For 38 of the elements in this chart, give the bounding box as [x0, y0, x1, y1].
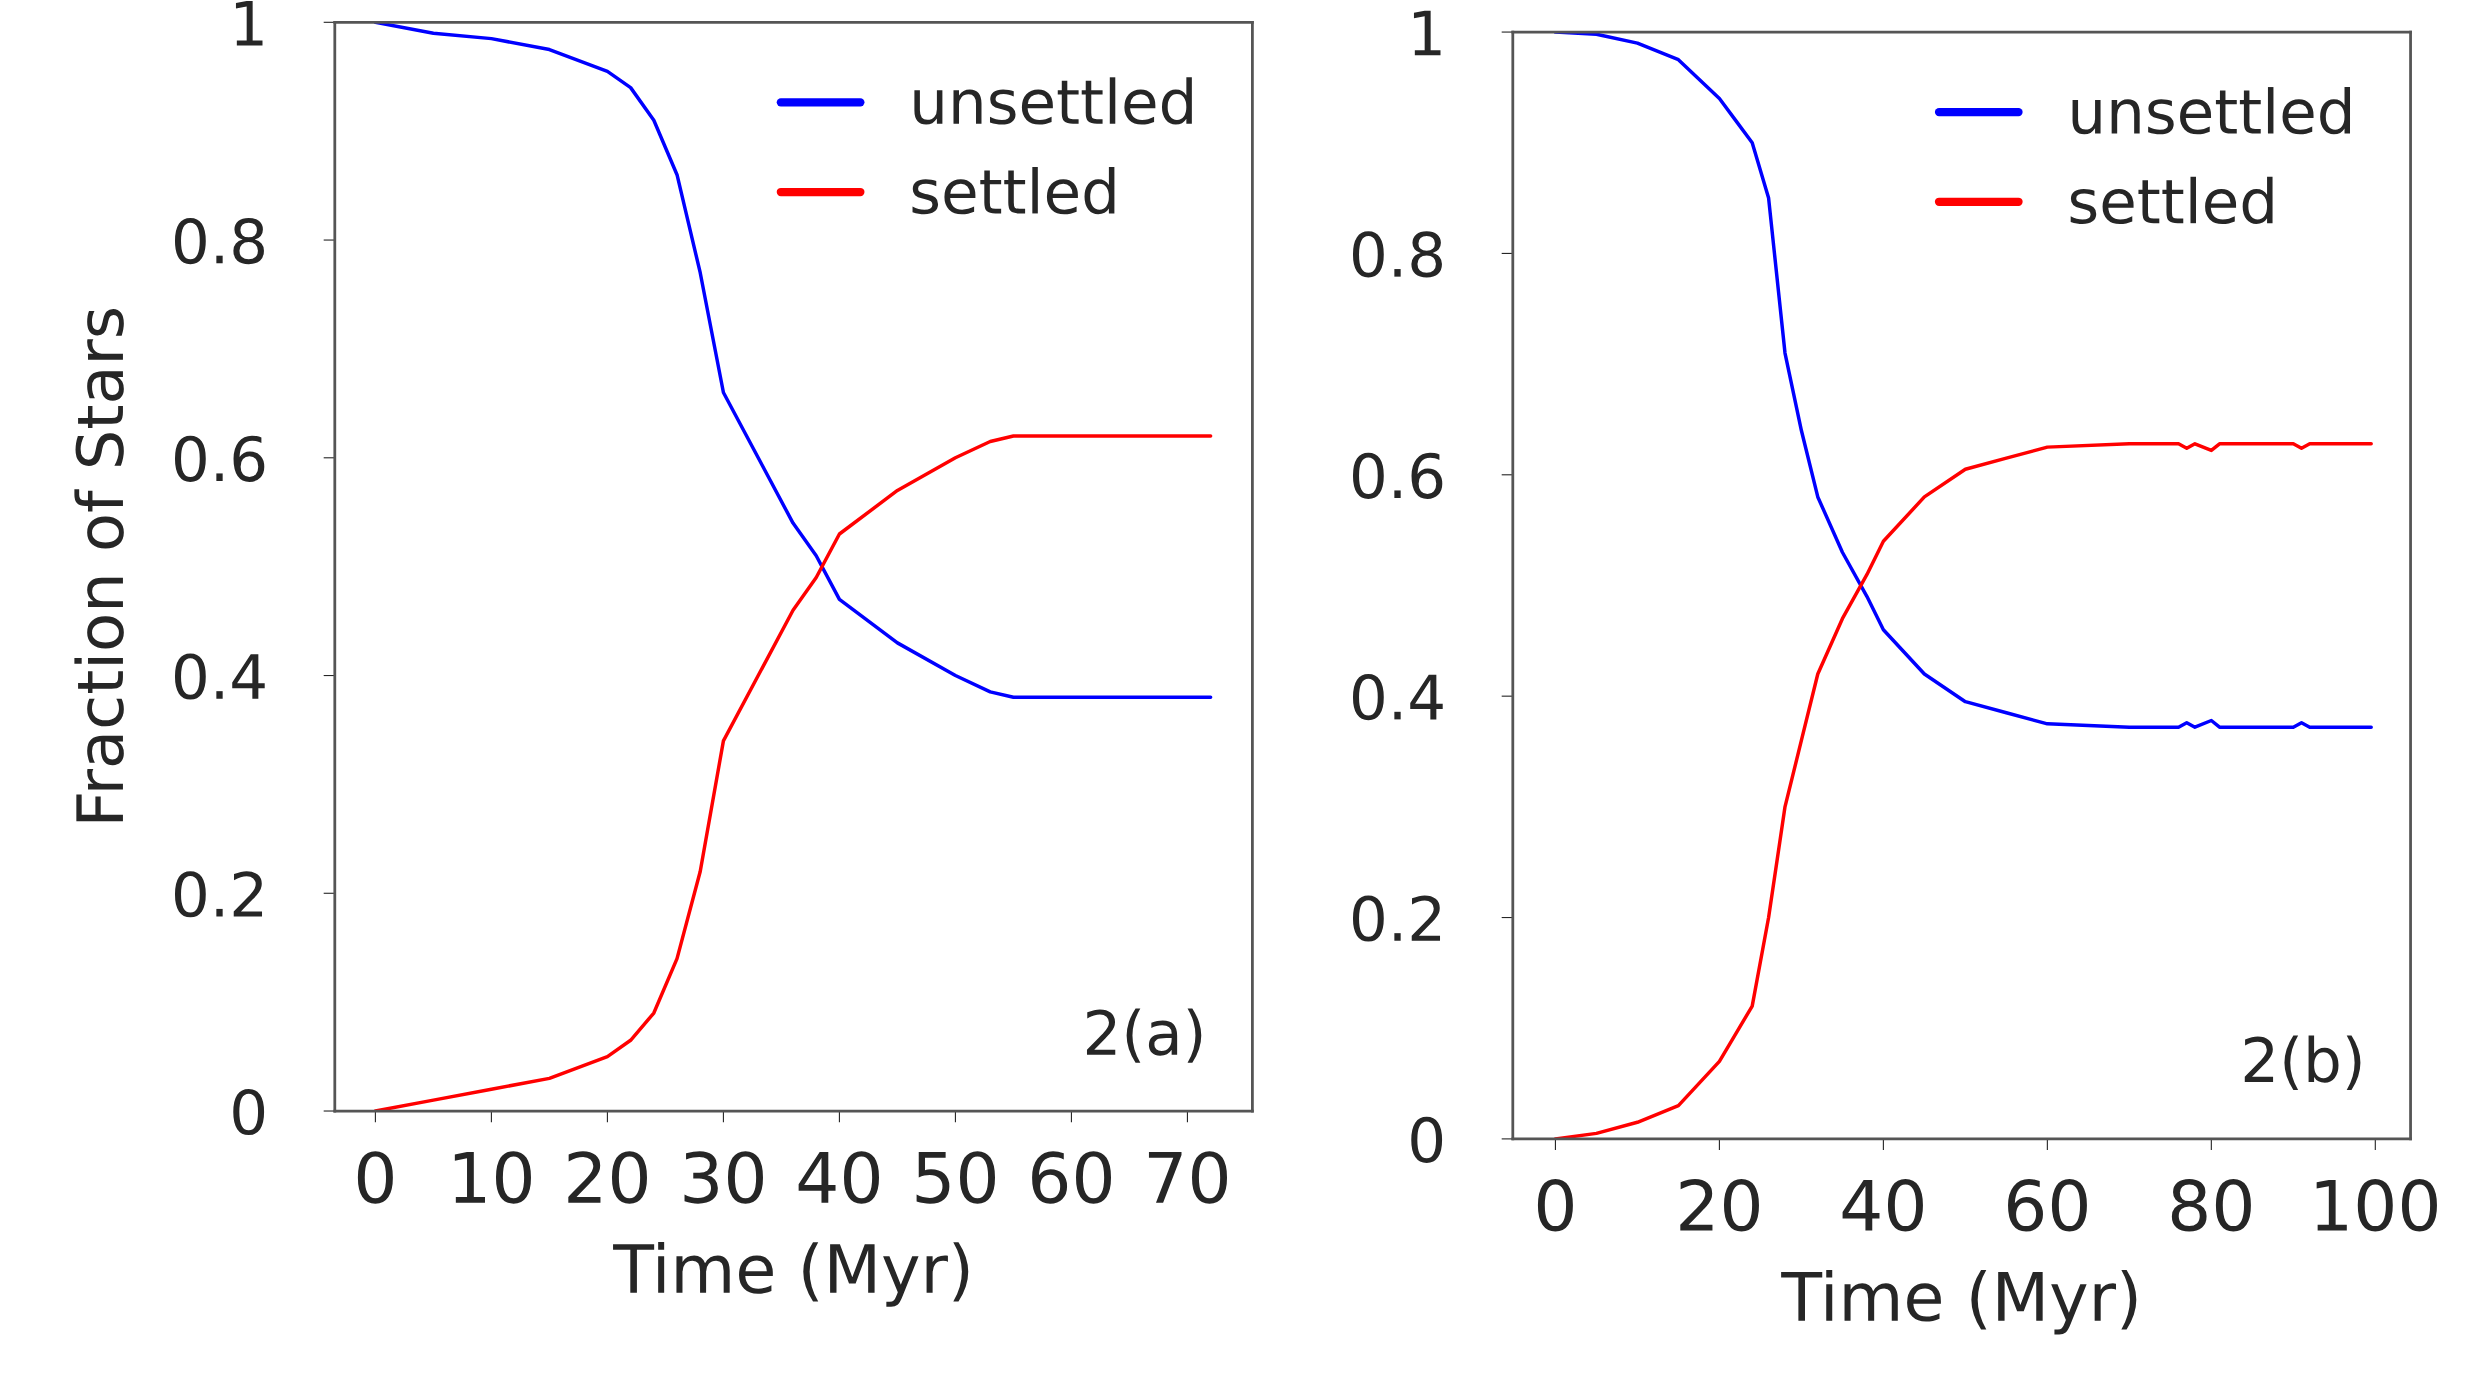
y-tick-label: 0.4 — [1352, 674, 1443, 721]
x-tick-label: 60 — [2008, 1179, 2087, 1232]
y-tick-label: 0.8 — [1352, 231, 1442, 278]
x-tick-label: 20 — [568, 1151, 647, 1204]
x-tick-label: 0 — [357, 1151, 393, 1204]
y-axis-title: Fraction of Stars — [74, 309, 124, 822]
y-tick-label: 0.8 — [174, 217, 264, 265]
x-tick-label: 40 — [798, 1151, 879, 1204]
y-tick-label: 0.6 — [174, 435, 265, 482]
x-tick-label: 50 — [916, 1151, 995, 1204]
legend-label: settled — [2070, 176, 2273, 225]
x-tick-label: 0 — [1537, 1179, 1573, 1232]
y-tick-label: 0.2 — [1352, 895, 1441, 942]
x-tick-label: 40 — [1842, 1179, 1923, 1232]
x-tick-label: 80 — [2171, 1179, 2251, 1232]
x-tick-label: 60 — [1032, 1151, 1111, 1204]
y-tick-label: 1 — [235, 0, 263, 46]
x-tick-label: 100 — [2316, 1179, 2437, 1232]
legend-label: unsettled — [2072, 87, 2351, 135]
line-series — [373, 434, 1213, 1112]
y-tick-label: 0 — [1411, 1116, 1443, 1163]
x-tick-label: 70 — [1148, 1151, 1228, 1204]
x-tick-label: 30 — [684, 1151, 763, 1204]
y-tick-label: 0.2 — [174, 871, 263, 918]
x-tick-label: 20 — [1680, 1179, 1759, 1232]
x-tick-label: 10 — [454, 1151, 531, 1204]
x-axis-title: Time (Myr) — [613, 1242, 969, 1307]
line-series — [1553, 32, 2373, 729]
line-series — [1553, 442, 2373, 1139]
annotation: 2(b) — [2244, 1035, 2361, 1090]
legend-label: settled — [912, 167, 1115, 215]
y-tick-label: 0.6 — [1352, 452, 1443, 499]
annotation: 2(a) — [1086, 1008, 1202, 1063]
y-tick-label: 0 — [233, 1088, 265, 1136]
legend-label: unsettled — [914, 77, 1192, 125]
y-tick-label: 0.4 — [174, 653, 265, 700]
y-tick-label: 1 — [1413, 10, 1441, 56]
x-axis-title: Time (Myr) — [1781, 1270, 2137, 1335]
